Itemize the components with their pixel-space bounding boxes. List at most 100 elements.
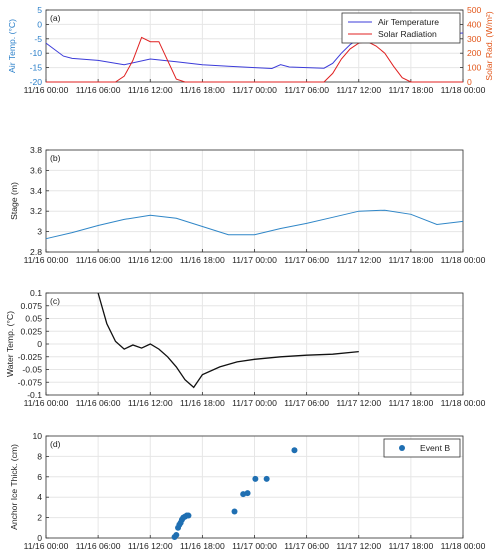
y2-tick-label: 500 [467,5,482,15]
x-tick-label: 11/17 18:00 [388,85,433,95]
data-point [291,447,298,454]
x-tick-label: 11/16 06:00 [76,398,121,408]
x-tick-label: 11/17 06:00 [284,85,329,95]
y-tick-label: 3.2 [30,206,42,216]
y2-tick-label: 300 [467,34,482,44]
x-tick-label: 11/17 06:00 [284,541,329,551]
panel-3: 11/16 00:00 11/16 06:00 11/16 12:00 11/16 1… [5,288,486,408]
series-line [46,36,463,83]
y-tick-label: 2 [37,513,42,523]
legend: Air Temperature Solar Radiation [341,12,461,44]
x-tick-label: 11/18 00:00 [441,255,486,265]
x-tick-label: 11/16 00:00 [24,541,69,551]
panel-label: (d) [50,439,61,449]
data-point [263,475,270,482]
data-point [185,512,192,519]
x-tick-label: 11/17 00:00 [232,255,277,265]
panel-label: (b) [50,153,61,163]
x-tick-label: 11/16 18:00 [180,85,225,95]
legend-box [383,438,461,458]
legend-box [341,12,461,44]
legend-marker [399,445,405,451]
y-tick-label: 8 [37,451,42,461]
x-tick-label: 11/17 00:00 [232,85,277,95]
panel-1: 11/16 00:00 11/16 06:00 11/16 12:00 11/16 1… [7,5,494,95]
x-tick-label: 11/16 12:00 [128,541,173,551]
x-tick-label: 11/16 00:00 [24,255,69,265]
x-tick-label: 11/18 00:00 [441,541,486,551]
y-tick-label: 0 [37,19,42,29]
series-line [97,292,359,389]
x-tick-label: 11/16 18:00 [180,541,225,551]
x-tick-label: 11/17 12:00 [336,85,381,95]
y-tick-label: -0.075 [18,377,43,387]
panel-2: 11/16 00:00 11/16 06:00 11/16 12:00 11/16 1… [9,145,486,265]
y-tick-label: -20 [30,77,43,87]
x-tick-label: 11/17 12:00 [336,541,381,551]
y-tick-label: -10 [30,48,43,58]
legend-label: Air Temperature [378,17,439,27]
y-axis-label: Water Temp. (°C) [5,311,15,377]
x-tick-label: 11/17 00:00 [232,398,277,408]
y-tick-label: 2.8 [30,247,42,257]
x-tick-label: 11/17 00:00 [232,541,277,551]
panel-4: 11/16 00:00 11/16 06:00 11/16 12:00 11/16 1… [9,431,486,551]
y-axis-label: Air Temp. (°C) [7,19,17,73]
y-tick-label: 0.1 [30,288,42,298]
y-tick-label: 0 [37,533,42,543]
x-tick-label: 11/16 06:00 [76,85,121,95]
y-tick-label: 3 [37,227,42,237]
x-tick-label: 11/17 06:00 [284,255,329,265]
x-tick-label: 11/16 18:00 [180,255,225,265]
data-point [231,508,238,515]
y-tick-label: 0.075 [20,301,42,311]
y-tick-label: -0.1 [27,390,42,400]
data-point [252,475,259,482]
data-point [173,531,180,538]
y-axis-label: Anchor Ice Thick. (cm) [9,444,19,530]
y-tick-label: -5 [34,34,42,44]
y-tick-label: 10 [32,431,42,441]
y-tick-label: 6 [37,472,42,482]
x-tick-label: 11/18 00:00 [441,85,486,95]
y-tick-label: 0.05 [25,314,42,324]
panel-label: (c) [50,296,60,306]
x-tick-label: 11/17 18:00 [388,398,433,408]
y2-tick-label: 200 [467,48,482,58]
y-tick-label: -0.05 [22,365,42,375]
x-tick-label: 11/16 06:00 [76,541,121,551]
y-tick-label: 3.4 [30,186,42,196]
y2-axis-label: Solar Rad. (W/m²) [484,11,494,80]
x-tick-label: 11/17 12:00 [336,398,381,408]
y-tick-label: 0.025 [20,326,42,336]
legend: Event B [383,438,461,458]
x-tick-label: 11/16 00:00 [24,85,69,95]
x-tick-label: 11/17 18:00 [388,255,433,265]
y-axis-label: Stage (m) [9,182,19,220]
x-tick-label: 11/17 18:00 [388,541,433,551]
y-tick-label: 0 [37,339,42,349]
x-tick-label: 11/16 06:00 [76,255,121,265]
panel-label: (a) [50,13,61,23]
y2-tick-label: 0 [467,77,472,87]
x-tick-label: 11/18 00:00 [441,398,486,408]
legend-label: Solar Radiation [378,29,437,39]
y-tick-label: 4 [37,492,42,502]
data-point [244,490,251,497]
x-tick-label: 11/16 12:00 [128,398,173,408]
series-line [45,209,464,240]
y-tick-label: -0.025 [18,352,43,362]
x-tick-label: 11/17 12:00 [336,255,381,265]
x-tick-label: 11/16 00:00 [24,398,69,408]
x-tick-label: 11/16 12:00 [128,255,173,265]
x-tick-label: 11/17 06:00 [284,398,329,408]
y-tick-label: -15 [30,63,43,73]
y-tick-label: 5 [37,5,42,15]
x-tick-label: 11/16 12:00 [128,85,173,95]
legend-label: Event B [420,443,450,453]
y2-tick-label: 100 [467,63,482,73]
y2-tick-label: 400 [467,19,482,29]
y-tick-label: 3.8 [30,145,42,155]
x-tick-label: 11/16 18:00 [180,398,225,408]
